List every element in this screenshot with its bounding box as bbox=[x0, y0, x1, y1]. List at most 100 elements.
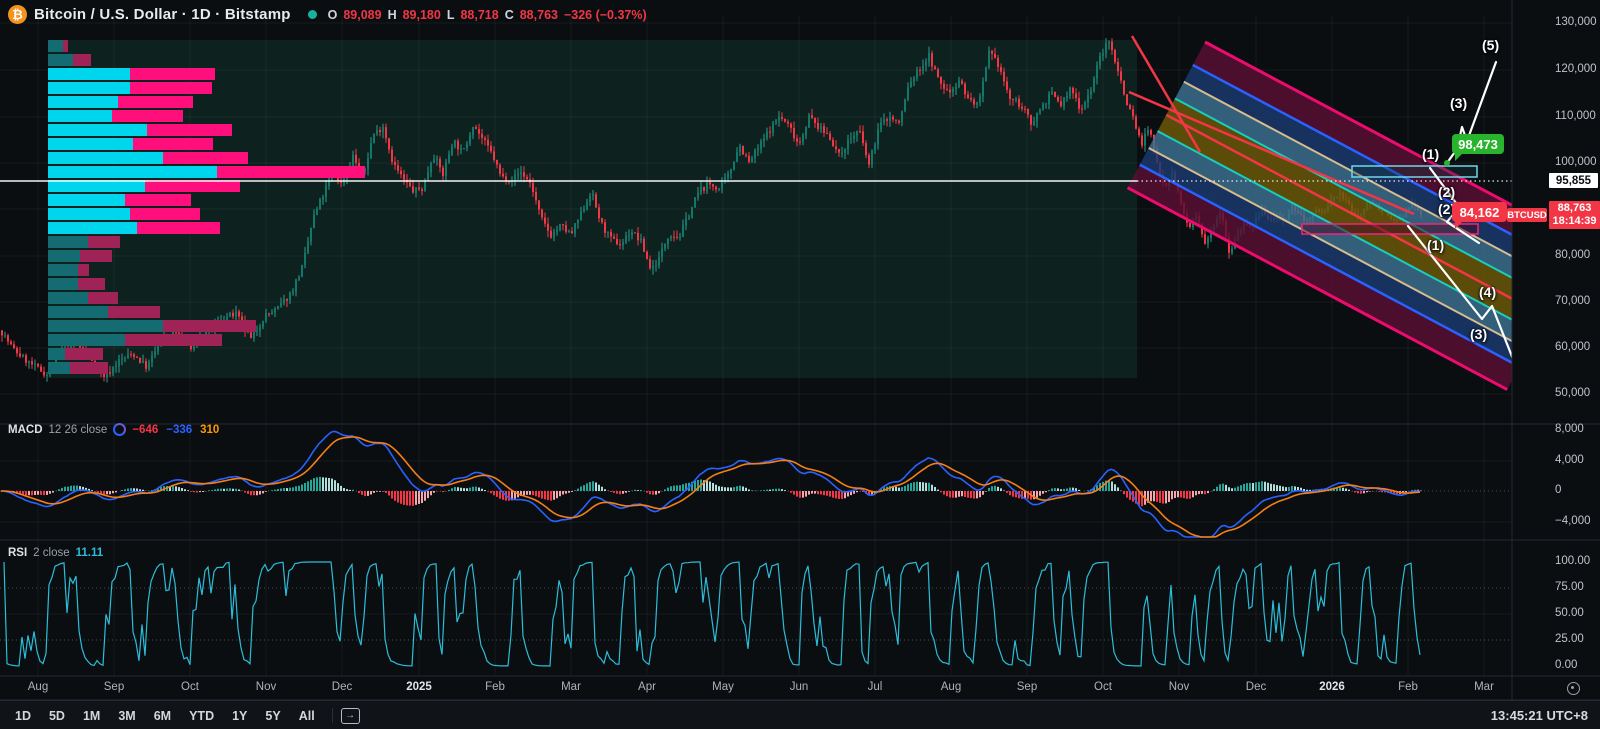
price-axis-label: −4,000 bbox=[1555, 515, 1591, 527]
price-axis-label: 60,000 bbox=[1555, 341, 1591, 353]
price-axis-label: 50.00 bbox=[1555, 607, 1584, 619]
price-axis-label: 100.00 bbox=[1555, 555, 1591, 567]
ohlc-segment: −326 (−0.37%) bbox=[563, 7, 647, 22]
red-price-callout[interactable]: 84,162 bbox=[1452, 202, 1507, 229]
symbol-legend: ₿ Bitcoin / U.S. Dollar · 1D · Bitstamp … bbox=[8, 5, 647, 24]
range-button-ytd[interactable]: YTD bbox=[189, 708, 215, 723]
wave-label[interactable]: (1) bbox=[1422, 146, 1440, 162]
price-axis-label: 70,000 bbox=[1555, 295, 1591, 307]
bitcoin-logo-icon: ₿ bbox=[8, 5, 27, 24]
symbol-price-chip: BTCUSD bbox=[1507, 208, 1547, 222]
last-price-tag: 88,763 18:14:39 bbox=[1549, 201, 1600, 229]
macd-legend: MACD 12 26 close −646 −336 310 bbox=[8, 423, 219, 436]
wave-label[interactable]: (4) bbox=[1479, 284, 1497, 300]
ohlc-values: O 89,089 H 89,180 L 88,718 C 88,763 −326 (−0.37%… bbox=[328, 8, 647, 22]
time-axis-label: Feb bbox=[1398, 681, 1418, 693]
price-axis-label: 80,000 bbox=[1555, 249, 1591, 261]
price-axis-label: 120,000 bbox=[1555, 63, 1597, 75]
range-button-6m[interactable]: 6M bbox=[153, 708, 172, 723]
wave-label[interactable]: (1) bbox=[1427, 237, 1445, 253]
time-axis-label: Jun bbox=[789, 681, 809, 693]
range-button-1y[interactable]: 1Y bbox=[232, 708, 248, 723]
time-axis-label: Oct bbox=[181, 681, 199, 693]
time-axis-label: Aug bbox=[940, 681, 962, 693]
range-button-1d[interactable]: 1D bbox=[15, 708, 31, 723]
rsi-current-value: 11.11 bbox=[75, 547, 104, 559]
time-axis-label: Dec bbox=[1245, 681, 1267, 693]
time-axis-settings-icon[interactable] bbox=[1567, 682, 1580, 695]
time-axis-label: Nov bbox=[1168, 681, 1190, 693]
price-axis-label: 0.00 bbox=[1555, 659, 1578, 671]
symbol-title[interactable]: Bitcoin / U.S. Dollar · 1D · Bitstamp bbox=[34, 6, 291, 23]
macd-value: 310 bbox=[200, 423, 220, 436]
wave-label[interactable]: (3) bbox=[1450, 95, 1468, 111]
toolbar-divider bbox=[331, 708, 333, 723]
time-axis-label: Dec bbox=[331, 681, 353, 693]
rsi-legend: RSI 2 close 11.11 bbox=[8, 547, 103, 559]
time-axis-label: Sep bbox=[103, 681, 125, 693]
time-axis-label: Nov bbox=[255, 681, 277, 693]
callout-tail bbox=[1455, 220, 1464, 229]
price-axis-label: 100,000 bbox=[1555, 156, 1597, 168]
price-axis-label: 25.00 bbox=[1555, 633, 1584, 645]
time-axis-label: Oct bbox=[1094, 681, 1112, 693]
ohlc-segment: H bbox=[387, 7, 397, 22]
ohlc-segment: C bbox=[504, 7, 514, 22]
price-axis-label: 0 bbox=[1555, 484, 1562, 496]
time-axis-label: Feb bbox=[485, 681, 505, 693]
bar-countdown: 18:14:39 bbox=[1552, 215, 1597, 227]
ohlc-segment: L bbox=[446, 7, 455, 22]
range-button-all[interactable]: All bbox=[298, 708, 315, 723]
wave-label[interactable]: (3) bbox=[1470, 326, 1488, 342]
time-axis-label: Aug bbox=[27, 681, 49, 693]
market-status-icon bbox=[307, 10, 317, 19]
macd-source-icon[interactable] bbox=[113, 423, 127, 436]
time-axis-label: 2026 bbox=[1319, 681, 1345, 693]
time-axis-label: Sep bbox=[1016, 681, 1038, 693]
macd-name[interactable]: MACD bbox=[8, 423, 43, 436]
price-axis-label: 75.00 bbox=[1555, 581, 1584, 593]
ohlc-segment: O bbox=[327, 7, 338, 22]
price-axis-label: 50,000 bbox=[1555, 387, 1591, 399]
callout-tail bbox=[1455, 152, 1464, 161]
chart-canvas[interactable] bbox=[0, 0, 1600, 700]
macd-value: −646 bbox=[132, 423, 159, 436]
macd-value: −336 bbox=[166, 423, 193, 436]
time-axis-label: Jul bbox=[867, 681, 883, 693]
time-axis-label: Mar bbox=[561, 681, 581, 693]
last-price: 88,763 bbox=[1557, 202, 1592, 214]
price-axis-label: 4,000 bbox=[1555, 454, 1584, 466]
macd-values: −646 −336 310 bbox=[132, 424, 219, 436]
clock[interactable]: 13:45:21 UTC+8 bbox=[1490, 708, 1588, 723]
price-level-tag: 95,855 bbox=[1549, 173, 1598, 188]
rsi-name[interactable]: RSI bbox=[8, 547, 28, 559]
price-axis-label: 110,000 bbox=[1555, 110, 1596, 122]
rsi-params: 2 close bbox=[33, 547, 70, 559]
go-to-date-icon[interactable]: → bbox=[340, 707, 360, 724]
macd-params: 12 26 close bbox=[48, 423, 108, 436]
time-axis-label: 2025 bbox=[406, 681, 432, 693]
range-button-3m[interactable]: 3M bbox=[118, 708, 136, 723]
wave-label[interactable]: (2) bbox=[1438, 201, 1456, 217]
range-button-5d[interactable]: 5D bbox=[48, 708, 65, 723]
range-button-5y[interactable]: 5Y bbox=[265, 708, 281, 723]
ohlc-segment: 88,718 bbox=[460, 7, 499, 22]
price-axis-label: 8,000 bbox=[1555, 423, 1584, 435]
bottom-toolbar: 1D 5D 1M 3M 6M YTD 1Y 5Y All → 13:45:21 UTC+8 bbox=[0, 700, 1600, 729]
wave-label[interactable]: (5) bbox=[1482, 37, 1500, 53]
range-button-1m[interactable]: 1M bbox=[82, 708, 101, 723]
red-callout-text: 84,162 bbox=[1459, 204, 1500, 220]
time-axis-label: Apr bbox=[638, 681, 656, 693]
time-axis-label: Mar bbox=[1474, 681, 1494, 693]
time-axis-label: May bbox=[712, 681, 734, 693]
date-range-buttons: 1D 5D 1M 3M 6M YTD 1Y 5Y All bbox=[0, 706, 324, 726]
ohlc-segment: 89,180 bbox=[402, 7, 441, 22]
ohlc-segment: 89,089 bbox=[343, 7, 382, 22]
rsi-value: 11.11 bbox=[76, 547, 104, 559]
wave-label[interactable]: (2) bbox=[1438, 184, 1456, 200]
green-callout-text: 98,473 bbox=[1458, 136, 1498, 152]
price-axis-label: 130,000 bbox=[1555, 16, 1597, 28]
green-price-callout[interactable]: 98,473 bbox=[1452, 134, 1504, 161]
ohlc-segment: 88,763 bbox=[519, 7, 558, 22]
